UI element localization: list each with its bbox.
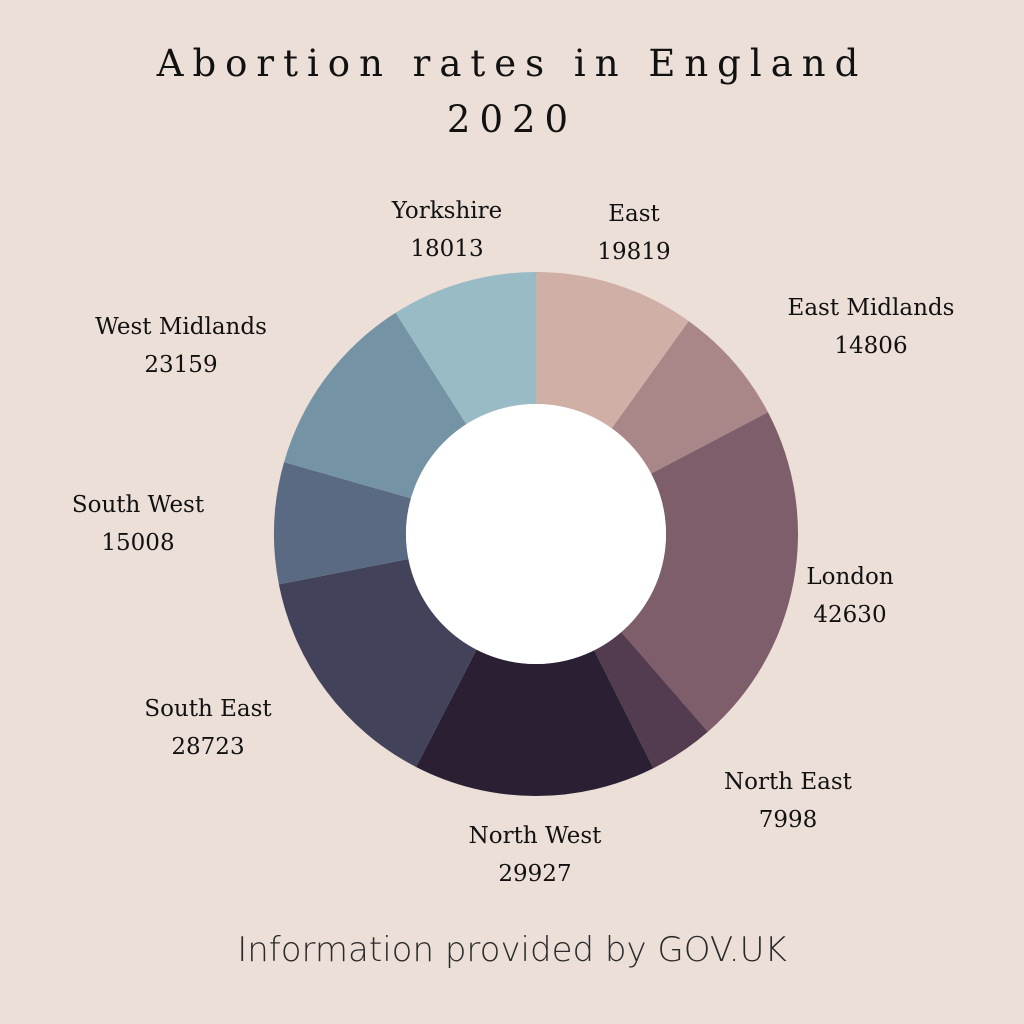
slice-label: North West [469,823,603,849]
slice-north-west [416,649,654,796]
slice-label: Yorkshire [391,198,503,224]
slice-london [621,412,799,732]
slice-yorkshire [395,272,536,425]
slice-south-east [278,558,477,767]
slice-north-east [594,632,708,769]
slice-label: East Midlands [788,295,955,321]
chart-title-year: 2020 [446,98,578,141]
slice-west-midlands [284,312,467,499]
donut-center [406,404,666,664]
slice-label: West Midlands [95,314,267,340]
slice-value-label: 23159 [144,352,217,378]
slice-value-label: 28723 [171,734,244,760]
slice-label: South East [144,696,272,722]
slice-value-label: 18013 [410,236,483,262]
slice-value-label: 19819 [597,239,670,265]
slice-label: North East [724,769,853,795]
slice-label: London [806,564,894,590]
source-note: Information provided by GOV.UK [237,930,787,970]
slice-value-label: 29927 [498,861,571,887]
slice-value-label: 14806 [834,333,907,359]
slice-east-midlands [611,321,768,474]
slice-value-label: 7998 [759,807,818,833]
chart-title: Abortion rates in England [156,42,868,85]
slice-south-west [274,462,411,585]
slice-value-label: 15008 [101,530,174,556]
slice-label: South West [72,492,205,518]
slice-value-label: 42630 [813,602,886,628]
slice-east [536,272,689,429]
slice-label: East [608,201,660,227]
